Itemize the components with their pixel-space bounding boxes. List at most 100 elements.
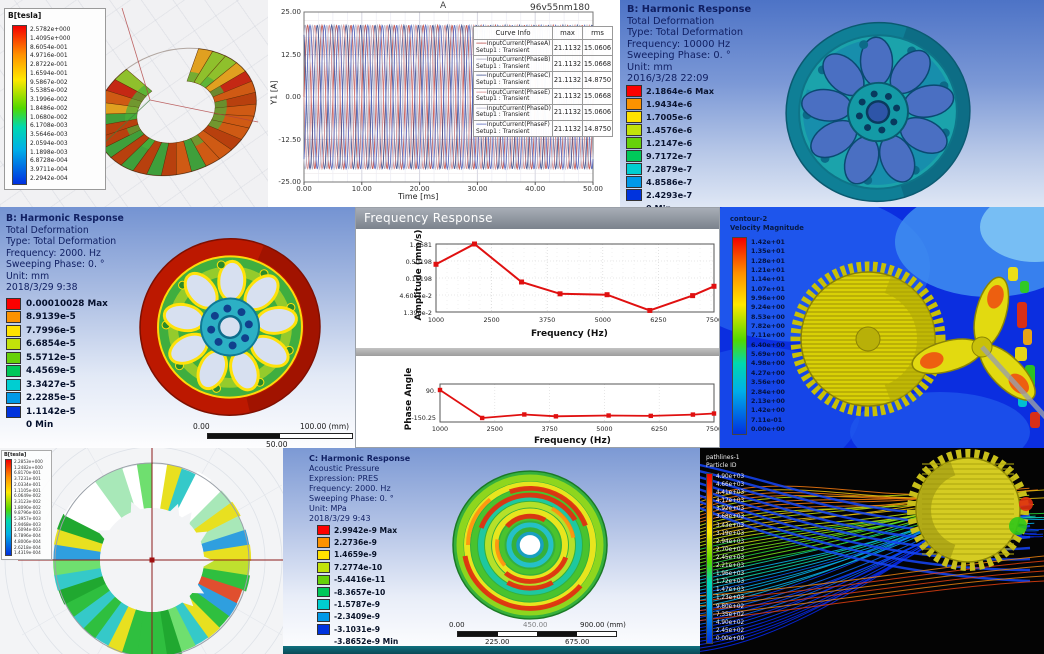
legend-value: 8.9139e-5 (26, 312, 76, 323)
legend-value: 1.42e+01 (751, 239, 785, 246)
legend-value: 2.4293e-7 (646, 189, 693, 200)
legend-swatch (317, 586, 330, 598)
frequency-response-plot[interactable] (356, 208, 720, 448)
deformation-wheel-viewport[interactable] (620, 0, 1044, 207)
legend-value: 4.90e+03 (716, 474, 745, 480)
y-tick: 0.00 (285, 93, 301, 101)
plot-separator (356, 348, 719, 356)
scale-midtop-label: 450.00 (523, 621, 548, 629)
legend-value: 0.00010028 Max (26, 298, 108, 309)
header-line: Type: Total Deformation (6, 236, 117, 247)
deformation-wheel-viewport[interactable] (0, 207, 355, 448)
legend-value: 2.0334e-001 (14, 481, 41, 487)
header-line: Unit: MPa (309, 504, 347, 513)
flux-legend: B[tesla] 2.5782e+000 1.4095e+000 8.6054e-0… (4, 8, 106, 190)
result-header: B: Harmonic Response Total Deformation Typ… (627, 4, 751, 85)
flux-torus-viewport[interactable] (0, 0, 268, 207)
legend-value: 7.82e+00 (751, 323, 785, 331)
legend-swatch (317, 537, 330, 548)
contour-legend-title: contour-2 (730, 215, 768, 223)
color-scale-bar (12, 25, 27, 185)
legend-value: 1.72e+03 (716, 579, 745, 586)
legend-value: -1.5787e-9 (334, 600, 381, 610)
legend-value: 5.3957e-003 (14, 516, 41, 522)
legend-value: 3.3123e-002 (14, 498, 41, 504)
amplitude-y-tick: 1.390e-2 (403, 308, 432, 317)
legend-value: -8.3657e-10 (334, 587, 386, 597)
curve-label: —— InputCurrent(PhaseC) Setup1 : Transien… (473, 71, 553, 89)
legend-row: 1.2147e-6 (626, 136, 714, 149)
flux-legend-values: 2.5782e+000 1.4095e+000 8.6054e-001 4.9716e… (30, 26, 70, 184)
flux-ring-viewport[interactable] (0, 448, 283, 654)
x-tick: 3750 (539, 316, 556, 324)
scale-ruler (207, 433, 353, 439)
bottom-strip (283, 646, 700, 654)
legend-value: 9.80e+02 (716, 603, 745, 610)
legend-value: 6.40e+00 (751, 341, 785, 349)
scale-ruler (457, 631, 617, 637)
scale-mid2-label: 675.00 (565, 638, 590, 646)
legend-value: 4.27e+00 (751, 369, 785, 377)
legend-value: 3.5646e-003 (30, 132, 68, 138)
x-tick: 30.00 (467, 185, 488, 193)
legend-value: 3.19e+03 (716, 530, 745, 537)
streamline-viewport[interactable] (700, 448, 1044, 654)
legend-value: 1.7005e-6 (646, 111, 693, 122)
curve-color-dash: —— (476, 57, 487, 64)
cfd-viewport[interactable] (720, 207, 1044, 448)
legend-value: 9.96e+00 (751, 295, 785, 303)
curve-row: —— InputCurrent(PhaseA) Setup1 : Transien… (473, 38, 613, 57)
window-title-bar[interactable]: Frequency Response (356, 208, 719, 229)
legend-value: 2.2942e-004 (30, 175, 68, 182)
legend-swatch (6, 405, 21, 418)
legend-row: 2.2736e-9 (317, 536, 398, 548)
legend-value: 2.6218e-004 (14, 544, 41, 550)
x-tick: 6250 (650, 316, 667, 324)
legend-value: 1.4576e-6 (646, 124, 693, 135)
y-tick: 12.50 (280, 50, 301, 59)
flux-legend: B[tesla] 2.2853e+000 1.2482e+000 6.8170e-0… (1, 450, 52, 560)
amplitude-y-tick: 0.50198 (405, 257, 432, 266)
contour-legend-subtitle: Velocity Magnitude (730, 224, 804, 232)
legend-value: 3.68e+03 (716, 514, 745, 521)
curve-row: —— InputCurrent(PhaseD) Setup1 : Transien… (473, 103, 613, 121)
legend-value: 1.2482e+000 (14, 464, 43, 470)
legend-value: 1.9434e-6 (646, 98, 693, 109)
panel-harmonic-10000hz: B: Harmonic Response Total Deformation Typ… (620, 0, 1044, 207)
curve-rms: 14.8750 (582, 119, 613, 138)
legend-row: -3.8652e-9 Min (317, 636, 398, 648)
legend-value: 3.7231e-001 (14, 476, 41, 482)
curve-rms: 15.0668 (582, 55, 613, 73)
legend-value: 4.8586e-7 (646, 176, 693, 187)
legend-value: 2.2853e+000 (14, 459, 43, 464)
legend-swatch (626, 84, 642, 97)
x-tick: 2500 (483, 316, 500, 324)
legend-row: 1.4659e-9 (317, 549, 398, 561)
legend-value: 1.1142e-5 (26, 406, 76, 417)
legend-value: 1.47e+03 (716, 587, 745, 594)
header-line: 2018/3/29 9:38 (6, 282, 78, 293)
legend-row: 7.2879e-7 (626, 162, 714, 175)
panel-harmonic-2000hz: B: Harmonic Response Total Deformation Typ… (0, 207, 355, 448)
panel-cfd-velocity-contour: contour-2 Velocity Magnitude 1.42e+01 1.3… (720, 207, 1044, 448)
legend-swatch (6, 297, 21, 310)
legend-value: 2.94e+03 (716, 538, 745, 545)
x-tick: 1000 (427, 316, 445, 324)
legend-row: 2.1864e-6 Max (626, 84, 714, 97)
legend-value: 6.0649e-002 (14, 493, 41, 499)
legend-value: 6.1708e-003 (30, 123, 68, 130)
legend-value: 3.1996e-002 (30, 97, 68, 103)
scale-left-label: 0.00 (193, 422, 210, 431)
x-tick: 50.00 (582, 185, 604, 193)
legend-row: 4.8586e-7 (626, 175, 714, 188)
header-line: C: Harmonic Response (309, 454, 411, 463)
frequency-axis-label: Frequency (Hz) (531, 329, 608, 339)
legend-value: 9.7172e-7 (646, 150, 693, 161)
acoustic-disc-viewport[interactable] (283, 448, 700, 654)
legend-value: -3.1031e-9 (334, 624, 381, 634)
header-line: B: Harmonic Response (627, 4, 752, 15)
legend-value: 1.8090e-002 (14, 504, 41, 510)
legend-row: 0.00010028 Max (6, 297, 108, 311)
legend-row: -2.3409e-9 (317, 611, 398, 623)
flux-legend-values: 2.2853e+000 1.2482e+000 6.8170e-001 3.7231e… (14, 459, 43, 556)
